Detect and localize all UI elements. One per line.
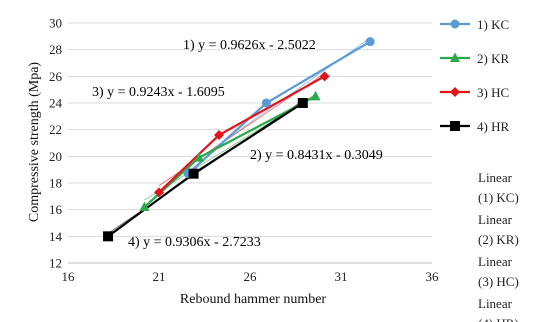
- grid-lines: [68, 22, 432, 237]
- legend-trend-label-0: Linear (1) KC): [478, 170, 519, 205]
- y-tick-label: 28: [49, 42, 62, 57]
- legend-trend-label-1: Linear (2) KR): [478, 212, 519, 247]
- x-tick-label: 26: [244, 269, 258, 284]
- data-point-0-1: [261, 98, 271, 108]
- legend-trend-label-2: Linear (3) HC): [478, 254, 519, 289]
- data-point-1-0: [139, 201, 150, 211]
- y-tick-label: 16: [49, 202, 63, 217]
- data-point-3-0: [103, 231, 114, 242]
- y-tick-label: 26: [49, 69, 63, 84]
- data-point-1-1: [194, 152, 205, 162]
- legend-marker-1: [450, 52, 460, 62]
- y-tick-label: 22: [49, 122, 62, 137]
- y-tick-label: 24: [49, 96, 63, 111]
- series-markers: [103, 37, 375, 242]
- legend-trend-label-3: Linear(4) HR): [478, 296, 519, 322]
- equation-label-2: 3) y = 0.9243x - 1.6095: [92, 85, 225, 100]
- legend-label-0: 1) KC: [477, 17, 509, 32]
- legend-label-1: 2) KR: [477, 51, 509, 66]
- x-tick-label: 16: [62, 269, 76, 284]
- data-point-0-2: [365, 37, 375, 47]
- data-point-2-2: [319, 71, 330, 82]
- legend-marker-3: [450, 121, 460, 131]
- x-axis-title: Rebound hammer number: [180, 292, 327, 307]
- legend-label-3: 4) HR: [477, 119, 509, 134]
- y-tick-label: 14: [49, 229, 63, 244]
- x-tick-label: 31: [335, 269, 348, 284]
- data-point-2-1: [214, 130, 225, 140]
- y-tick-label: 12: [49, 256, 62, 271]
- data-point-3-2: [297, 98, 308, 108]
- data-point-1-2: [310, 90, 321, 101]
- data-point-3-1: [188, 168, 199, 179]
- legend-marker-2: [450, 87, 460, 97]
- equation-labels: 1) y = 0.9626x - 2.5022 2) y = 0.8431x - …: [92, 38, 383, 250]
- legend-marker-0: [450, 19, 460, 29]
- y-tick-label: 18: [49, 176, 62, 191]
- y-tick-label: 30: [49, 16, 62, 31]
- x-tick-label: 21: [153, 269, 166, 284]
- y-tick-label: 20: [49, 149, 62, 164]
- x-tick-label: 36: [426, 269, 440, 284]
- legend-label-2: 3) HC: [477, 85, 509, 100]
- equation-label-1: 2) y = 0.8431x - 0.3049: [250, 148, 383, 163]
- equation-label-3: 4) y = 0.9306x - 2.7233: [128, 235, 261, 250]
- legend: 1) KC 2) KR 3) HC 4) HR Linear (1) KC) Linear(…: [440, 17, 519, 322]
- tick-labels: 12 14 16 18 20 22 24 26 28 30 16 21 26 31 36: [49, 16, 439, 285]
- y-axis-title: Compressive strength (Mpa): [27, 62, 42, 223]
- equation-label-0: 1) y = 0.9626x - 2.5022: [183, 38, 316, 53]
- data-point-2-0: [154, 187, 164, 198]
